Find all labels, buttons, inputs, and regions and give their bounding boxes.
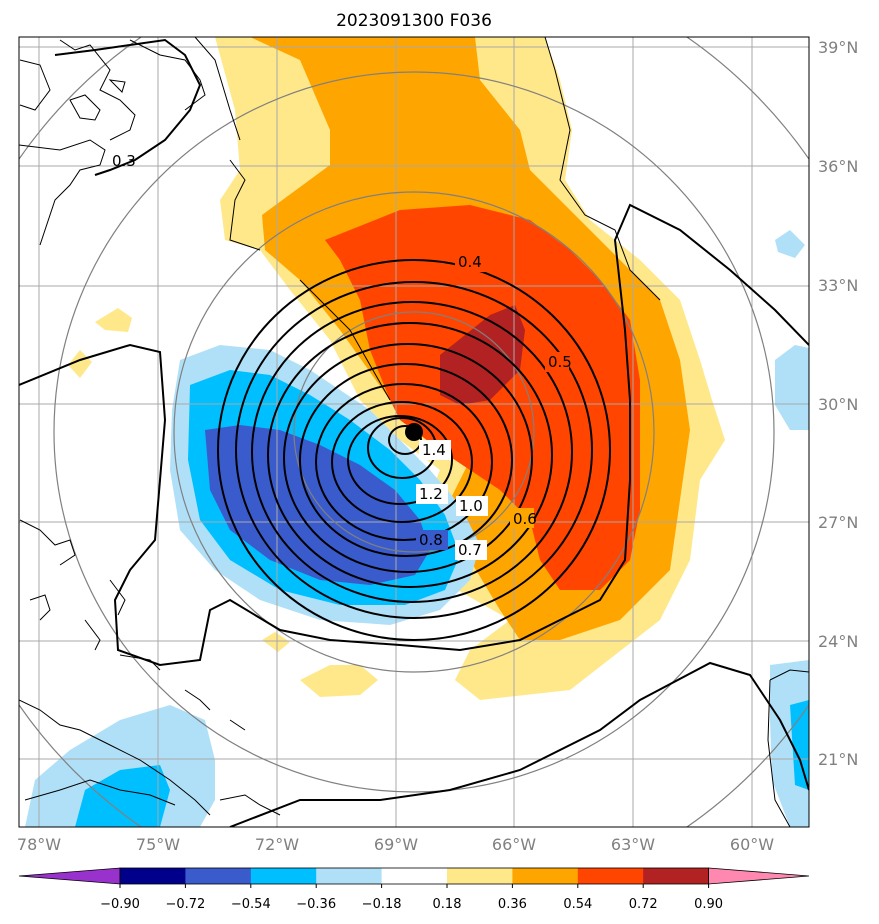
lon-label: 75°W bbox=[136, 835, 180, 854]
colorbar-tick-label: 0.18 bbox=[433, 897, 462, 912]
east-boundary bbox=[544, 37, 661, 301]
contour-label: 0.3 bbox=[112, 152, 136, 170]
colorbar-tick-label: −0.72 bbox=[165, 897, 205, 912]
coast-leeward-islands bbox=[767, 669, 809, 827]
fill-neg-se-mid bbox=[790, 700, 809, 790]
contour-label: 0.4 bbox=[458, 253, 482, 271]
colorbar-segment bbox=[120, 868, 186, 884]
contour-1.0 bbox=[315, 383, 493, 541]
lon-label: 63°W bbox=[611, 835, 655, 854]
colorbar-segment bbox=[381, 868, 448, 884]
lon-label: 78°W bbox=[17, 835, 61, 854]
fill-neg-sw-mid bbox=[75, 765, 170, 827]
fill-small-patch-4 bbox=[262, 632, 290, 652]
contour-0.9 bbox=[299, 363, 513, 557]
contour-label: 1.2 bbox=[419, 485, 443, 503]
ring-2 bbox=[173, 191, 655, 673]
colorbar-extend-high bbox=[708, 867, 810, 885]
fill-neg-east-2 bbox=[775, 230, 805, 258]
fill-small-patch-1 bbox=[95, 308, 132, 332]
lon-label: 66°W bbox=[492, 835, 536, 854]
colorbar-segment bbox=[316, 868, 383, 884]
map-frame bbox=[18, 36, 810, 828]
colorbar-tick-label: 0.36 bbox=[498, 897, 527, 912]
lat-label: 24°N bbox=[818, 632, 858, 651]
colorbar-segment bbox=[512, 868, 579, 884]
contour-0.6 bbox=[251, 301, 573, 603]
border-bermuda-region bbox=[194, 37, 391, 401]
colorbar: −0.90 −0.72 −0.54 −0.36 −0.18 0.18 0.36 0.54 0.7… bbox=[18, 867, 810, 912]
colorbar-tick-label: 0.90 bbox=[694, 897, 723, 912]
contour-0.3-outer bbox=[19, 203, 809, 667]
lat-label: 21°N bbox=[818, 750, 858, 769]
longitude-labels: 78°W 75°W 72°W 69°W 66°W 63°W 60°W bbox=[17, 835, 774, 854]
colorbar-segment bbox=[185, 868, 252, 884]
contour-1.1 bbox=[331, 401, 473, 523]
contour-label: 1.0 bbox=[459, 497, 483, 515]
contour-0.7 bbox=[267, 322, 553, 588]
lat-label: 33°N bbox=[818, 276, 858, 295]
colorbar-tick-label: 0.72 bbox=[629, 897, 658, 912]
contour-0.3-north bbox=[54, 38, 202, 176]
colorbar-segment bbox=[447, 868, 513, 884]
lat-label: 27°N bbox=[818, 513, 858, 532]
lat-label: 30°N bbox=[818, 395, 858, 414]
map-title: 2023091300 F036 bbox=[336, 11, 492, 31]
contour-label-group: 0.3 0.4 0.5 0.6 0.7 0.8 1.0 1.2 1.4 bbox=[112, 152, 572, 560]
fill-small-patch-2 bbox=[68, 350, 92, 378]
fill-neg-east-1 bbox=[775, 345, 809, 430]
colorbar-tick-label: 0.54 bbox=[563, 897, 592, 912]
contour-label: 0.7 bbox=[458, 541, 482, 559]
contour-0.3-south bbox=[229, 661, 809, 827]
contour-label: 0.8 bbox=[419, 531, 443, 549]
latitude-labels: 39°N 36°N 33°N 30°N 27°N 24°N 21°N bbox=[818, 38, 858, 769]
fill-small-patch-3 bbox=[300, 665, 378, 697]
contour-0.8 bbox=[283, 343, 533, 573]
lon-label: 72°W bbox=[255, 835, 299, 854]
coast-bahamas bbox=[19, 519, 246, 731]
colorbar-segment bbox=[643, 868, 710, 884]
contour-0.5 bbox=[235, 281, 593, 619]
storm-center-marker bbox=[405, 423, 423, 441]
colorbar-extend-low bbox=[18, 867, 121, 885]
lat-label: 39°N bbox=[818, 38, 858, 57]
colorbar-tick-label: −0.18 bbox=[362, 897, 402, 912]
contour-label: 0.6 bbox=[513, 510, 537, 528]
lat-label: 36°N bbox=[818, 157, 858, 176]
colorbar-tick-label: −0.36 bbox=[296, 897, 336, 912]
lon-label: 60°W bbox=[730, 835, 774, 854]
colorbar-tick-label: −0.90 bbox=[100, 897, 140, 912]
contour-label: 1.4 bbox=[422, 441, 446, 459]
colorbar-segment bbox=[250, 868, 317, 884]
colorbar-frame bbox=[119, 867, 709, 885]
ring-1 bbox=[293, 311, 535, 553]
contour-0.4 bbox=[217, 259, 611, 641]
colorbar-segment bbox=[577, 868, 644, 884]
coast-us-northeast bbox=[19, 39, 136, 246]
coast-cuba-hispaniola bbox=[19, 699, 281, 816]
contour-1.2 bbox=[347, 415, 453, 505]
lon-label: 69°W bbox=[374, 835, 418, 854]
ring-3 bbox=[53, 71, 775, 793]
contour-label: 0.5 bbox=[548, 353, 572, 371]
colorbar-tick-label: −0.54 bbox=[231, 897, 271, 912]
